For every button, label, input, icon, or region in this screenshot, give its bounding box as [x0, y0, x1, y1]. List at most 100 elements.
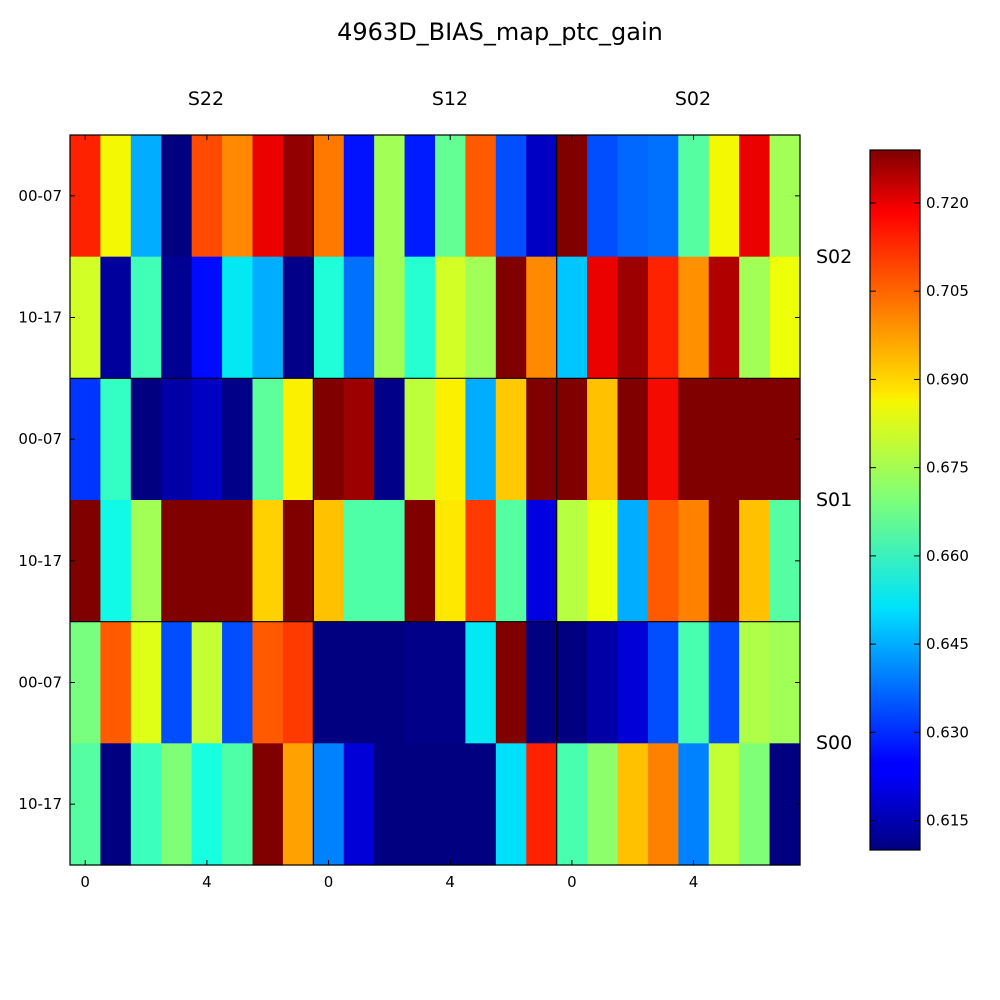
heatmap-cell — [647, 500, 679, 623]
heatmap-cell — [465, 621, 497, 744]
heatmap-cell — [161, 135, 193, 258]
heatmap-cell — [708, 500, 740, 623]
heatmap-cell — [647, 256, 679, 379]
heatmap-cell — [526, 135, 558, 258]
heatmap-cell — [100, 378, 132, 501]
heatmap-cell — [556, 378, 588, 501]
y-tick-label: 00-07 — [18, 430, 62, 448]
heatmap-cell — [708, 378, 740, 501]
heatmap-cell — [617, 621, 649, 744]
heatmap-cell — [465, 135, 497, 258]
colorbar-tick-label: 0.645 — [926, 635, 969, 653]
heatmap-cell — [647, 621, 679, 744]
heatmap-cell — [374, 135, 406, 258]
colorbar-ticks: 0.615 0.630 0.645 0.660 0.675 0.690 0.705 0.720 — [870, 194, 969, 830]
heatmap-cell — [374, 378, 406, 501]
heatmap-cell — [739, 135, 771, 258]
heatmap-cell — [343, 743, 375, 866]
heatmap-cell — [587, 621, 619, 744]
column-group-label-3: S02 — [675, 88, 711, 110]
heatmap-cell — [556, 256, 588, 379]
heatmap-cell — [587, 378, 619, 501]
heatmap-cell — [252, 500, 284, 623]
heatmap-cell — [130, 621, 162, 744]
heatmap-cell — [465, 256, 497, 379]
heatmap-cell — [222, 743, 254, 866]
heatmap-cell — [587, 500, 619, 623]
y-tick-label: 10-17 — [18, 552, 62, 570]
heatmap-cell — [708, 621, 740, 744]
heatmap-cell — [739, 500, 771, 623]
x-tick-label: 4 — [445, 873, 455, 891]
heatmap-cell — [435, 621, 467, 744]
heatmap-cell — [647, 135, 679, 258]
heatmap-cell — [313, 378, 345, 501]
heatmap-cell — [617, 378, 649, 501]
heatmap-cell — [404, 378, 436, 501]
row-group-label-2: S01 — [816, 489, 852, 511]
heatmap-cell — [647, 378, 679, 501]
group-divider-lines — [70, 135, 800, 865]
heatmap-cell — [526, 743, 558, 866]
heatmap-cell — [130, 135, 162, 258]
heatmap-cell — [678, 256, 710, 379]
heatmap-cell — [678, 743, 710, 866]
heatmap-cell — [100, 500, 132, 623]
heatmap-cell — [739, 378, 771, 501]
heatmap-cell — [617, 500, 649, 623]
row-group-label-3: S00 — [816, 732, 852, 754]
heatmap-cell — [282, 256, 314, 379]
x-tick-label: 0 — [80, 873, 90, 891]
heatmap-cell — [526, 621, 558, 744]
heatmap-cell — [313, 621, 345, 744]
heatmap-cell — [282, 743, 314, 866]
heatmap-cell — [374, 621, 406, 744]
heatmap-cell — [374, 500, 406, 623]
heatmap-cell — [678, 378, 710, 501]
heatmap-cell — [739, 743, 771, 866]
column-group-label-2: S12 — [432, 88, 468, 110]
heatmap-cell — [526, 378, 558, 501]
heatmap-cell — [435, 378, 467, 501]
heatmap-cell — [191, 621, 223, 744]
heatmap-cell — [678, 135, 710, 258]
heatmap-cell — [282, 378, 314, 501]
heatmap-cell — [739, 256, 771, 379]
heatmap-cell — [495, 743, 527, 866]
heatmap-cell — [222, 378, 254, 501]
heatmap-cell — [708, 743, 740, 866]
heatmap-cell — [465, 500, 497, 623]
heatmap-cell — [556, 743, 588, 866]
heatmap-cell — [252, 743, 284, 866]
colorbar-tick-label: 0.630 — [926, 723, 969, 741]
heatmap-cell — [313, 135, 345, 258]
heatmap-cell — [556, 135, 588, 258]
heatmap-cell — [495, 256, 527, 379]
heatmap-cell — [222, 500, 254, 623]
heatmap-cell — [465, 743, 497, 866]
heatmap-cell — [556, 500, 588, 623]
heatmap-cell — [374, 743, 406, 866]
colorbar-tick-label: 0.660 — [926, 547, 969, 565]
heatmap-cell — [70, 743, 102, 866]
y-tick-label: 00-07 — [18, 187, 62, 205]
y-tick-label: 10-17 — [18, 795, 62, 813]
heatmap-cell — [435, 743, 467, 866]
colorbar-tick-label: 0.720 — [926, 194, 969, 212]
heatmap-cell — [495, 621, 527, 744]
heatmap-cell — [404, 621, 436, 744]
heatmap-cell — [343, 378, 375, 501]
column-group-label-1: S22 — [188, 88, 224, 110]
heatmap-cell — [708, 256, 740, 379]
heatmap-cell — [435, 256, 467, 379]
heatmap-cell — [100, 135, 132, 258]
colorbar-tick-label: 0.690 — [926, 370, 969, 388]
heatmap-cell — [100, 743, 132, 866]
x-tick-label: 4 — [689, 873, 699, 891]
heatmap-cell — [70, 621, 102, 744]
heatmap-cell — [191, 743, 223, 866]
heatmap-cell — [617, 135, 649, 258]
heatmap-cell — [130, 256, 162, 379]
heatmap-cell — [252, 135, 284, 258]
